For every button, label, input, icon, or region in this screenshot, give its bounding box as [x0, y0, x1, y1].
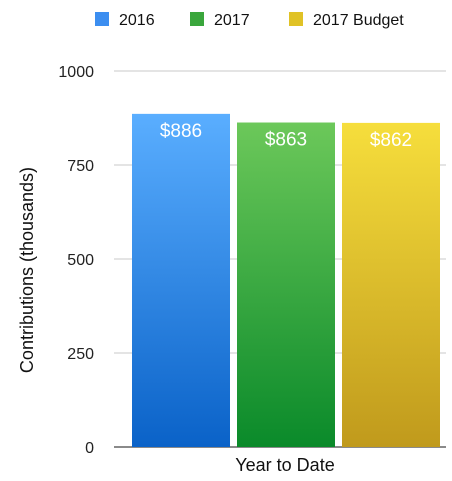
bar-label-2017-budget: $862 — [370, 130, 412, 151]
legend: 2016 2017 2017 Budget — [95, 12, 404, 29]
bar-label-2017: $863 — [265, 130, 307, 151]
legend-swatch-2017-budget — [289, 12, 303, 26]
legend-label-2016: 2016 — [119, 12, 155, 29]
y-tick-label-0: 0 — [85, 440, 94, 457]
legend-label-2017-budget: 2017 Budget — [313, 12, 404, 29]
y-tick-label-500: 500 — [67, 252, 94, 269]
y-tick-label-750: 750 — [67, 158, 94, 175]
y-axis-title: Contributions (thousands) — [17, 167, 37, 373]
y-tick-label-1000: 1000 — [58, 64, 94, 81]
legend-label-2017: 2017 — [214, 12, 250, 29]
x-axis-title: Year to Date — [235, 455, 334, 475]
bar-2017-budget — [342, 122, 440, 447]
bar-label-2016: $886 — [160, 121, 202, 142]
y-axis-ticks: 0 250 500 750 1000 — [58, 64, 94, 457]
legend-swatch-2017 — [190, 12, 204, 26]
bar-2016 — [132, 113, 230, 447]
bars: $886 $863 $862 — [132, 113, 440, 448]
y-tick-label-250: 250 — [67, 346, 94, 363]
bar-2017 — [237, 122, 335, 448]
legend-swatch-2016 — [95, 12, 109, 26]
